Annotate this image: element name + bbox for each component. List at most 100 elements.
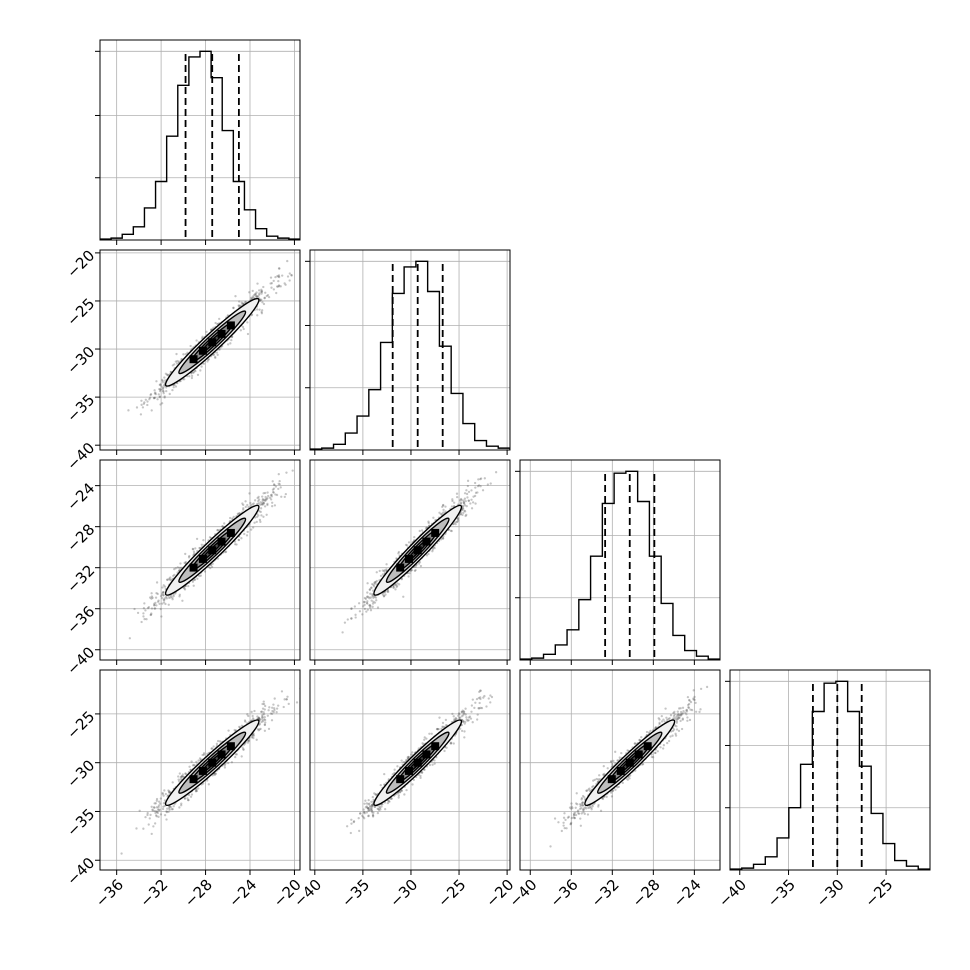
panel-area: [100, 250, 300, 450]
scatter-point: [174, 385, 178, 388]
scatter-point: [418, 529, 421, 533]
scatter-point: [198, 574, 201, 578]
scatter-point: [275, 707, 279, 710]
scatter-point: [271, 501, 274, 504]
scatter-point: [256, 282, 259, 285]
scatter-point: [287, 702, 290, 705]
scatter-point: [210, 747, 213, 750]
scatter-point: [192, 552, 196, 555]
scatter-point: [178, 593, 181, 596]
scatter-point: [195, 760, 198, 764]
scatter-point: [260, 503, 263, 506]
scatter-point: [173, 383, 176, 387]
scatter-point: [366, 591, 369, 594]
scatter-point: [442, 511, 445, 514]
scatter-point: [169, 579, 173, 582]
scatter-point: [476, 485, 480, 488]
scatter-point: [159, 607, 162, 611]
scatter-point: [371, 593, 374, 596]
scatter-point: [274, 493, 277, 496]
scatter-point: [231, 517, 234, 520]
scatter-point: [165, 386, 168, 389]
scatter-point: [264, 491, 267, 495]
scatter-point: [414, 569, 417, 572]
scatter-point: [365, 610, 368, 613]
scatter-point: [367, 596, 370, 599]
scatter-point: [251, 717, 255, 720]
scatter-point: [284, 283, 287, 286]
scatter-point: [366, 608, 369, 611]
scatter-point: [180, 804, 183, 807]
scatter-point: [162, 591, 165, 594]
scatter-point: [155, 797, 159, 801]
scatter-point: [244, 720, 247, 723]
scatter-point: [140, 403, 143, 406]
scatter-point: [272, 288, 275, 291]
y-tick-label: −36: [63, 602, 98, 637]
scatter-point: [273, 504, 277, 507]
scatter-point: [260, 289, 264, 293]
scatter-point: [224, 550, 228, 553]
scatter-point: [140, 399, 143, 402]
scatter-point: [193, 578, 196, 581]
scatter-point: [265, 294, 268, 298]
scatter-point: [216, 322, 219, 326]
scatter-point: [261, 309, 264, 312]
scatter-point: [120, 852, 123, 855]
scatter-point: [160, 593, 164, 596]
scatter-point: [259, 298, 262, 301]
scatter-point: [270, 282, 273, 285]
scatter-point: [286, 259, 289, 263]
scatter-point: [269, 494, 273, 497]
scatter-point: [381, 593, 384, 596]
scatter-point: [275, 493, 279, 497]
scatter-point: [257, 717, 260, 720]
scatter-point: [148, 396, 152, 399]
scatter-point: [459, 502, 463, 505]
scatter-point: [163, 789, 166, 792]
scatter-point: [456, 517, 460, 520]
scatter-point: [218, 317, 221, 321]
scatter-point: [177, 780, 181, 783]
scatter-point: [172, 805, 175, 808]
scatter-point: [211, 562, 214, 565]
scatter-point: [183, 587, 186, 590]
scatter-point: [197, 759, 200, 762]
scatter-point: [451, 499, 454, 503]
y-tick-label: −32: [63, 561, 98, 596]
scatter-point: [463, 510, 467, 513]
scatter-point: [153, 603, 156, 607]
scatter-point: [153, 802, 156, 805]
scatter-point: [261, 720, 265, 723]
scatter-point: [463, 509, 466, 512]
scatter-point: [157, 393, 160, 396]
scatter-point: [159, 388, 162, 391]
scatter-point: [407, 541, 411, 544]
scatter-point: [218, 740, 222, 743]
scatter-point: [164, 792, 167, 796]
scatter-point: [142, 607, 146, 610]
scatter-point: [392, 584, 395, 588]
scatter-point: [223, 522, 226, 525]
scatter-point: [170, 808, 174, 811]
scatter-point: [371, 594, 374, 597]
scatter-point: [402, 595, 405, 598]
scatter-point: [261, 716, 264, 719]
scatter-point: [182, 353, 185, 356]
scatter-point: [241, 302, 244, 305]
scatter-point: [179, 562, 182, 565]
scatter-point: [190, 376, 194, 380]
scatter-point: [267, 494, 270, 498]
scatter-point: [145, 618, 148, 621]
scatter-point: [159, 802, 162, 805]
scatter-point: [271, 488, 275, 491]
scatter-point: [259, 727, 262, 731]
scatter-point: [167, 603, 170, 606]
scatter-point: [395, 557, 398, 560]
scatter-point: [368, 588, 371, 591]
scatter-point: [414, 565, 417, 568]
scatter-point: [242, 748, 245, 751]
scatter-point: [160, 402, 164, 405]
scatter-point: [151, 808, 154, 811]
scatter-point: [512, 449, 514, 451]
